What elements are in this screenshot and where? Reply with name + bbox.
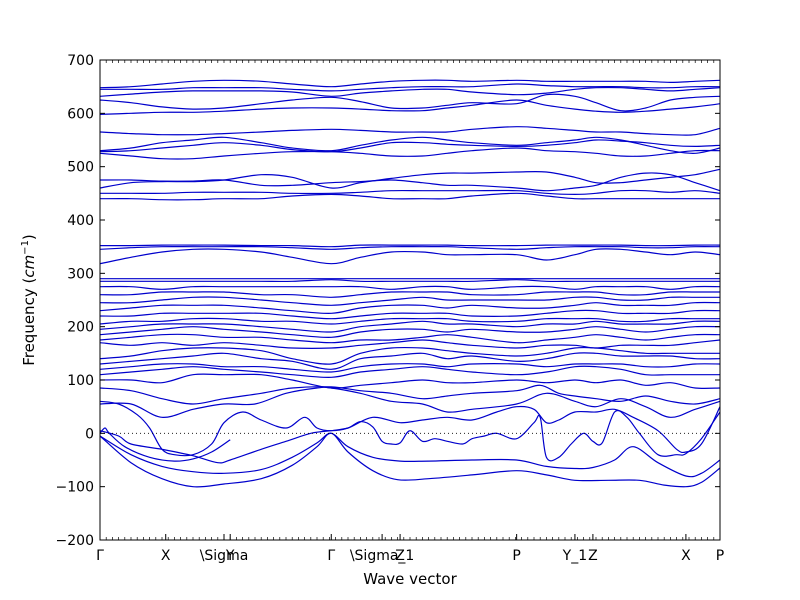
x-tick-label: Z	[395, 548, 405, 564]
branch-line-35	[99, 136, 721, 154]
branch-line-24	[100, 279, 720, 283]
x-tick-label: Z	[588, 548, 598, 564]
branch-line-8	[99, 384, 721, 405]
x-tick-label: Γ	[327, 548, 335, 564]
dispersion-lines	[99, 79, 721, 488]
branch-line-2	[99, 432, 721, 478]
x-tick-label: \Sigma_1	[350, 548, 415, 564]
y-tick-label: 300	[67, 266, 94, 282]
branch-line-18	[99, 317, 720, 325]
branch-line-12	[99, 352, 721, 370]
x-tick-label: \Sigma	[200, 548, 249, 564]
branch-line-14	[99, 339, 721, 349]
y-axis-title: Frequency (cm−1)	[20, 234, 38, 366]
branch-line-1	[99, 432, 721, 488]
branch-line-22	[99, 291, 720, 298]
branch-line-27	[99, 246, 721, 250]
x-tick-label: Y	[225, 548, 235, 564]
x-tick-label: Y_1	[562, 548, 587, 564]
y-tick-label: −200	[56, 533, 94, 549]
y-tick-label: 500	[67, 160, 94, 176]
branch-line-11	[99, 363, 721, 373]
y-axis-ticks: −200 −100 0 100 200 300 400 500 600 700	[56, 53, 720, 549]
branch-line-38	[99, 93, 721, 112]
branch-line-31	[99, 168, 721, 189]
y-tick-label: 700	[67, 53, 94, 69]
y-tick-label: 200	[67, 320, 94, 336]
x-tick-label: Γ	[96, 548, 104, 564]
branch-line-23	[99, 285, 721, 290]
branch-line-29	[99, 192, 720, 201]
branch-line-9	[99, 373, 721, 389]
branch-line-13	[99, 346, 720, 365]
branch-line-21	[99, 296, 720, 306]
branch-line-15	[99, 333, 721, 344]
x-tick-label: X	[681, 548, 691, 564]
branch-line-4	[99, 427, 231, 462]
branch-line-34	[99, 139, 721, 153]
branch-line-30	[100, 189, 721, 196]
branch-line-16	[99, 325, 721, 338]
x-tick-label: X	[161, 548, 171, 564]
branch-line-26	[99, 248, 721, 265]
x-axis-title: Wave vector	[363, 570, 457, 588]
branch-line-7	[99, 386, 721, 418]
branch-line-40	[100, 83, 721, 92]
y-tick-label: 100	[67, 373, 94, 389]
branch-line-32	[99, 172, 721, 192]
branch-line-20	[99, 301, 721, 314]
branch-line-37	[99, 99, 721, 115]
branch-line-28	[99, 244, 721, 248]
x-tick-label: P	[512, 548, 520, 564]
branch-line-19	[99, 309, 721, 320]
y-tick-label: 400	[67, 213, 94, 229]
branch-line-10	[99, 365, 720, 378]
y-tick-label: 600	[67, 106, 94, 122]
y-tick-label: −100	[56, 480, 94, 496]
branch-line-6	[99, 400, 721, 457]
x-tick-label: P	[716, 548, 724, 564]
branch-line-5	[331, 409, 721, 462]
branch-line-33	[99, 147, 721, 160]
branch-line-36	[99, 126, 721, 136]
branch-line-17	[99, 320, 721, 333]
branch-line-39	[99, 86, 721, 97]
y-tick-label: 0	[85, 426, 94, 442]
branch-line-3	[99, 430, 332, 464]
branch-line-41	[99, 79, 721, 89]
